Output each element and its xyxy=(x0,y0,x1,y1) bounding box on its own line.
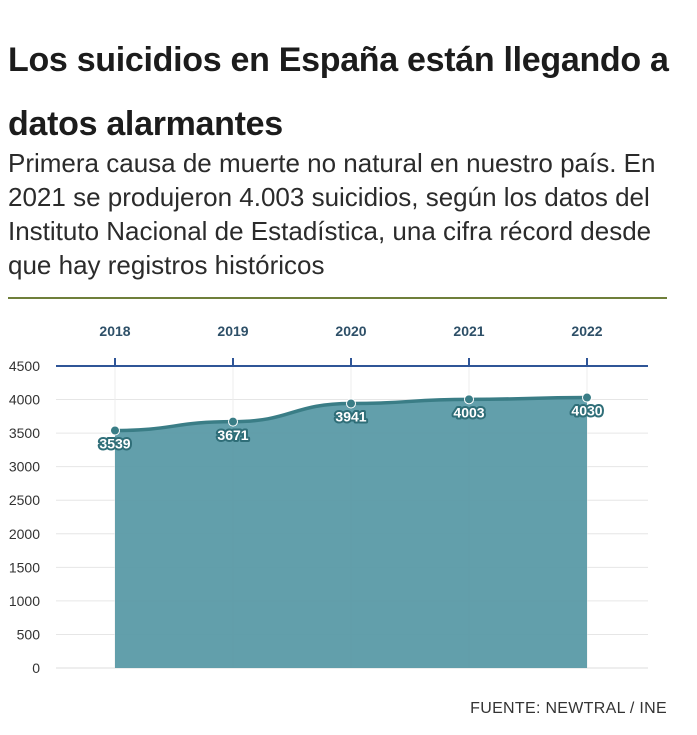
x-tick-label: 2020 xyxy=(335,323,366,339)
x-tick-label: 2021 xyxy=(453,323,484,339)
y-tick-label: 0 xyxy=(32,660,40,676)
data-point xyxy=(110,425,120,436)
y-tick-label: 2000 xyxy=(9,526,40,542)
y-tick-label: 4500 xyxy=(9,358,40,374)
y-tick-label: 500 xyxy=(17,626,41,642)
data-point xyxy=(346,398,356,409)
data-point xyxy=(228,416,238,427)
data-point xyxy=(464,394,474,405)
data-label: 4003 xyxy=(453,405,484,421)
y-tick-label: 1500 xyxy=(9,559,40,575)
data-label: 3539 xyxy=(99,436,130,452)
y-tick-label: 4000 xyxy=(9,392,40,408)
header-divider xyxy=(8,297,667,299)
y-tick-label: 1000 xyxy=(9,593,40,609)
area-chart: 0 500 1000 1500 2000 2500 3000 3500 4000 4500 2018… xyxy=(9,323,648,676)
y-tick-label: 3500 xyxy=(9,425,40,441)
data-label: 3671 xyxy=(217,427,248,443)
data-marks: 3539 3671 3941 4003 4030 xyxy=(97,392,605,454)
data-label: 3941 xyxy=(335,409,366,425)
area-layer xyxy=(114,395,588,668)
chart-subtitle: Primera causa de muerte no natural en nu… xyxy=(8,148,656,280)
x-tick-label: 2018 xyxy=(99,323,130,339)
data-point xyxy=(582,392,592,403)
area-fill xyxy=(115,397,587,668)
data-label: 4030 xyxy=(571,403,602,419)
y-tick-label: 2500 xyxy=(9,492,40,508)
x-tick-label: 2019 xyxy=(217,323,248,339)
y-tick-label: 3000 xyxy=(9,459,40,475)
source-note: FUENTE: NEWTRAL / INE xyxy=(470,700,667,717)
chart-title: Los suicidios en España están llegando a… xyxy=(8,41,669,143)
axes: 0 500 1000 1500 2000 2500 3000 3500 4000 4500 2018… xyxy=(9,323,648,676)
x-tick-label: 2022 xyxy=(571,323,602,339)
